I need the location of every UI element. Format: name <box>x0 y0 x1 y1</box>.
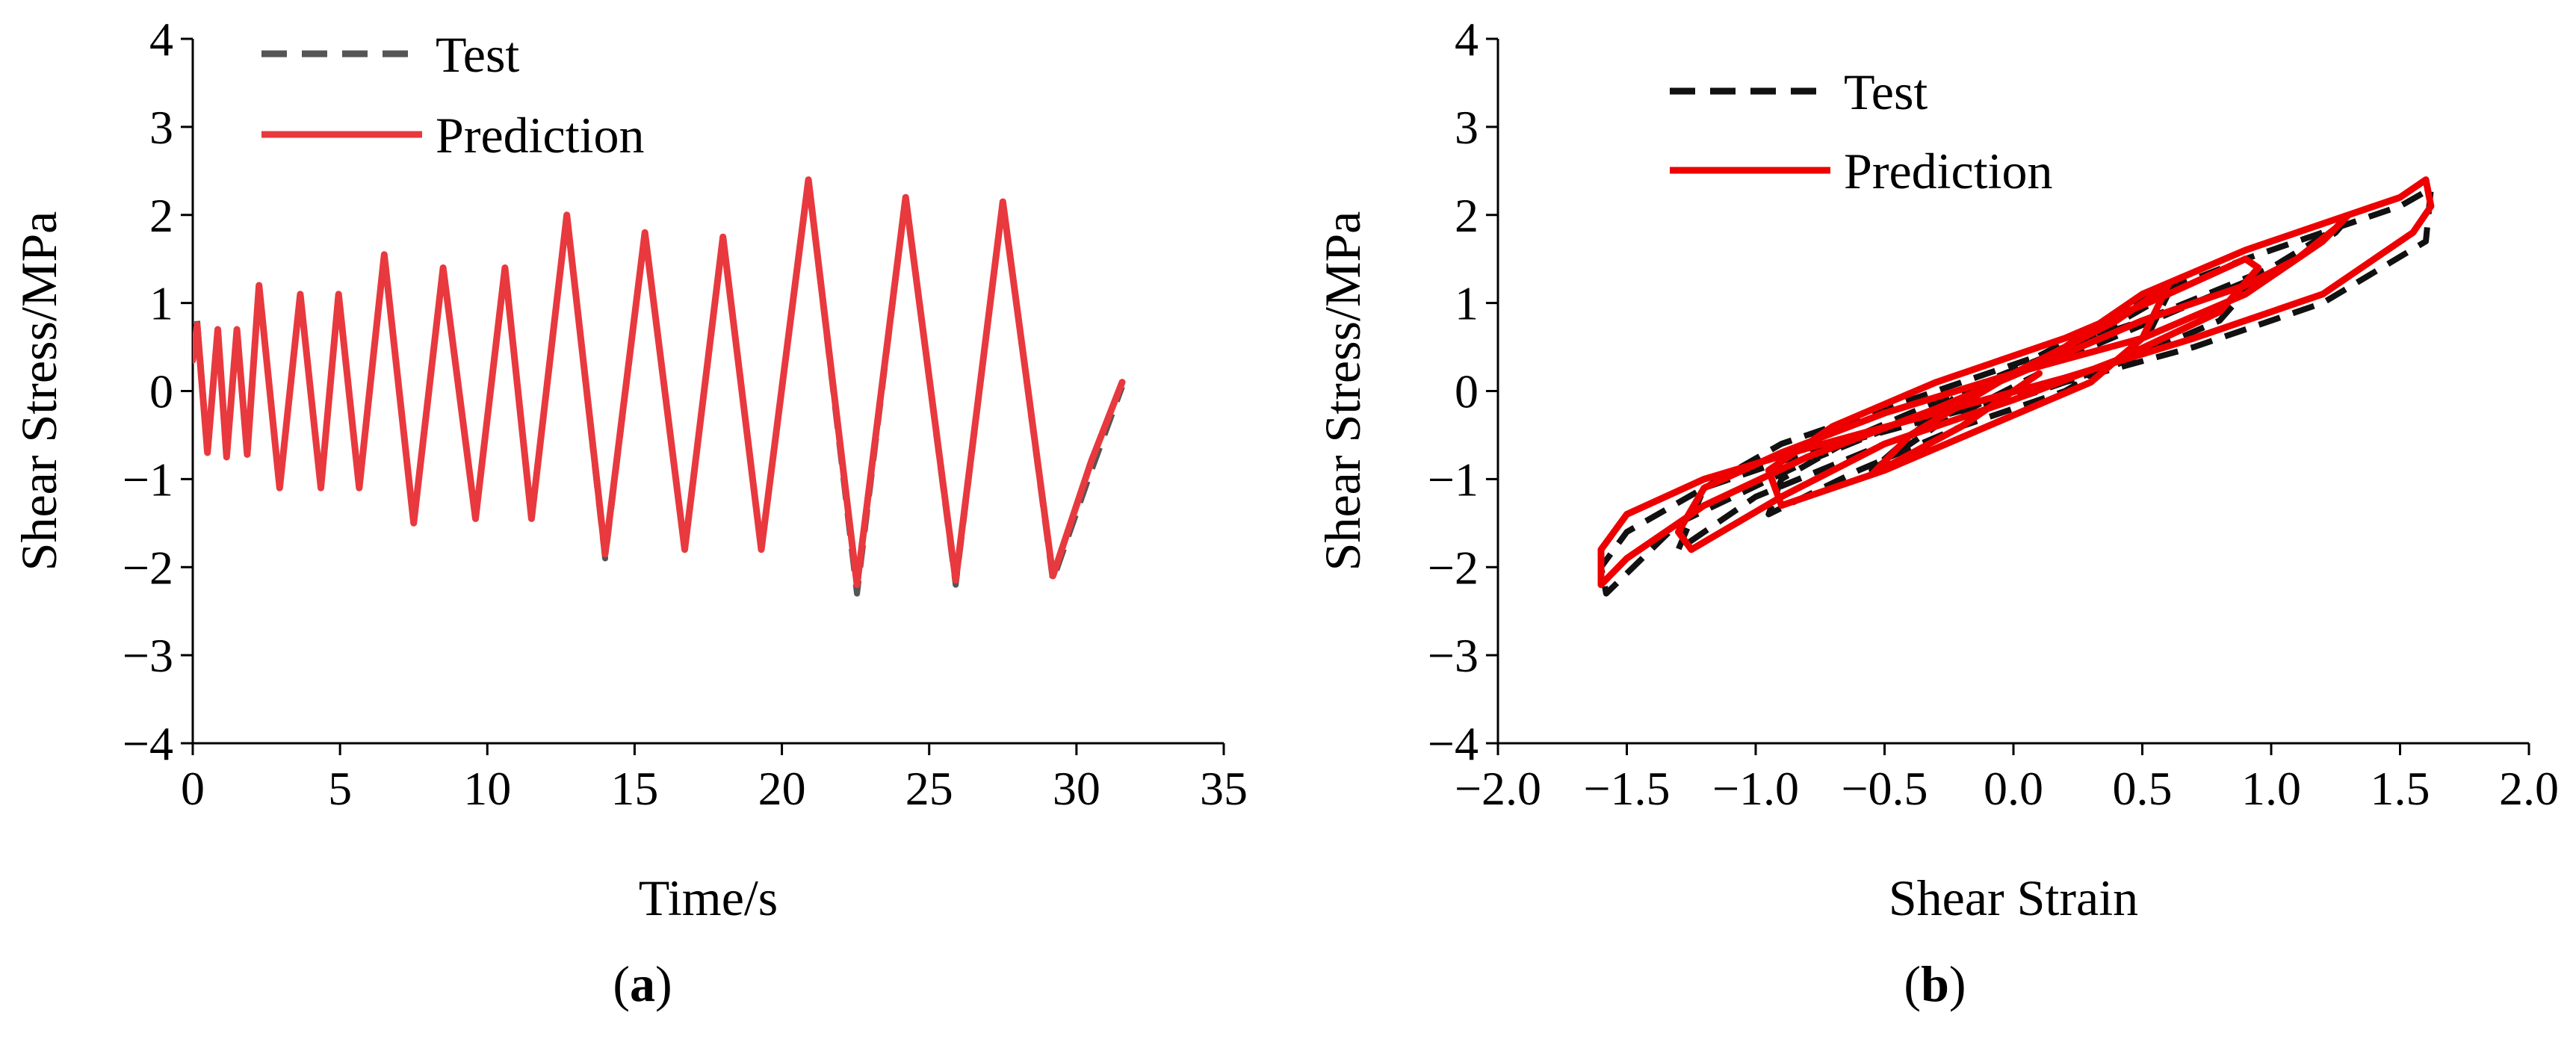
x-tick-label: 35 <box>1200 762 1248 815</box>
x-tick-label: 1.5 <box>2371 762 2430 815</box>
x-axis-label: Shear Strain <box>1889 869 2138 926</box>
y-tick-label: −1 <box>1428 453 1479 506</box>
y-tick-label: −2 <box>1428 541 1479 594</box>
y-tick-label: 4 <box>149 13 173 66</box>
x-tick-label: −1.0 <box>1712 762 1799 815</box>
x-tick-label: −1.5 <box>1583 762 1670 815</box>
x-tick-label: −0.5 <box>1841 762 1928 815</box>
panel-caption: (b) <box>1904 955 1966 1012</box>
x-tick-label: 30 <box>1053 762 1100 815</box>
x-tick-label: 5 <box>328 762 352 815</box>
x-tick-label: 1.0 <box>2241 762 2301 815</box>
series-line-prediction <box>1597 176 2435 589</box>
legend-label-prediction: Prediction <box>436 107 645 164</box>
panel-b: −4 −3 −2 −1 0 1 2 3 4 −2.0 −1.5 −1.0 −0.5 0.0 0.5 1.0 1.… <box>1314 13 2559 1012</box>
y-axis-label: Shear Stress/MPa <box>10 211 67 571</box>
panel-a: −4 −3 −2 −1 0 1 2 3 4 0 5 10 15 20 25 30 35 Time/s Shear S… <box>10 13 1248 1012</box>
x-tick-label: 15 <box>610 762 658 815</box>
legend-label-test: Test <box>436 26 519 83</box>
y-tick-label: −4 <box>1428 717 1479 770</box>
x-tick-label: 10 <box>463 762 511 815</box>
legend-label-test: Test <box>1844 63 1928 120</box>
y-tick-label: 2 <box>1455 189 1479 242</box>
x-tick-label: 2.0 <box>2499 762 2559 815</box>
x-tick-label: 0 <box>181 762 205 815</box>
y-tick-label: −3 <box>1428 629 1479 682</box>
y-tick-label: 2 <box>149 189 173 242</box>
series-line-prediction <box>193 176 1126 589</box>
y-axis-label: Shear Stress/MPa <box>1314 211 1371 571</box>
y-tick-label: −2 <box>123 541 173 594</box>
x-tick-label: 0.0 <box>1984 762 2043 815</box>
y-tick-label: 1 <box>149 277 173 330</box>
y-tick-label: 1 <box>1455 277 1479 330</box>
y-tick-label: −4 <box>123 717 173 770</box>
x-tick-label: 20 <box>758 762 806 815</box>
x-tick-label: −2.0 <box>1455 762 1541 815</box>
y-tick-label: 0 <box>149 365 173 418</box>
x-tick-label: 0.5 <box>2113 762 2173 815</box>
y-tick-label: 3 <box>149 101 173 154</box>
x-axis-label: Time/s <box>639 869 778 926</box>
x-tick-label: 25 <box>905 762 953 815</box>
y-tick-label: −3 <box>123 629 173 682</box>
y-tick-label: 0 <box>1455 365 1479 418</box>
y-tick-label: −1 <box>123 453 173 506</box>
y-tick-label: 3 <box>1455 101 1479 154</box>
legend-label-prediction: Prediction <box>1844 143 2053 199</box>
y-tick-label: 4 <box>1455 13 1479 66</box>
panel-caption: (a) <box>613 955 672 1012</box>
